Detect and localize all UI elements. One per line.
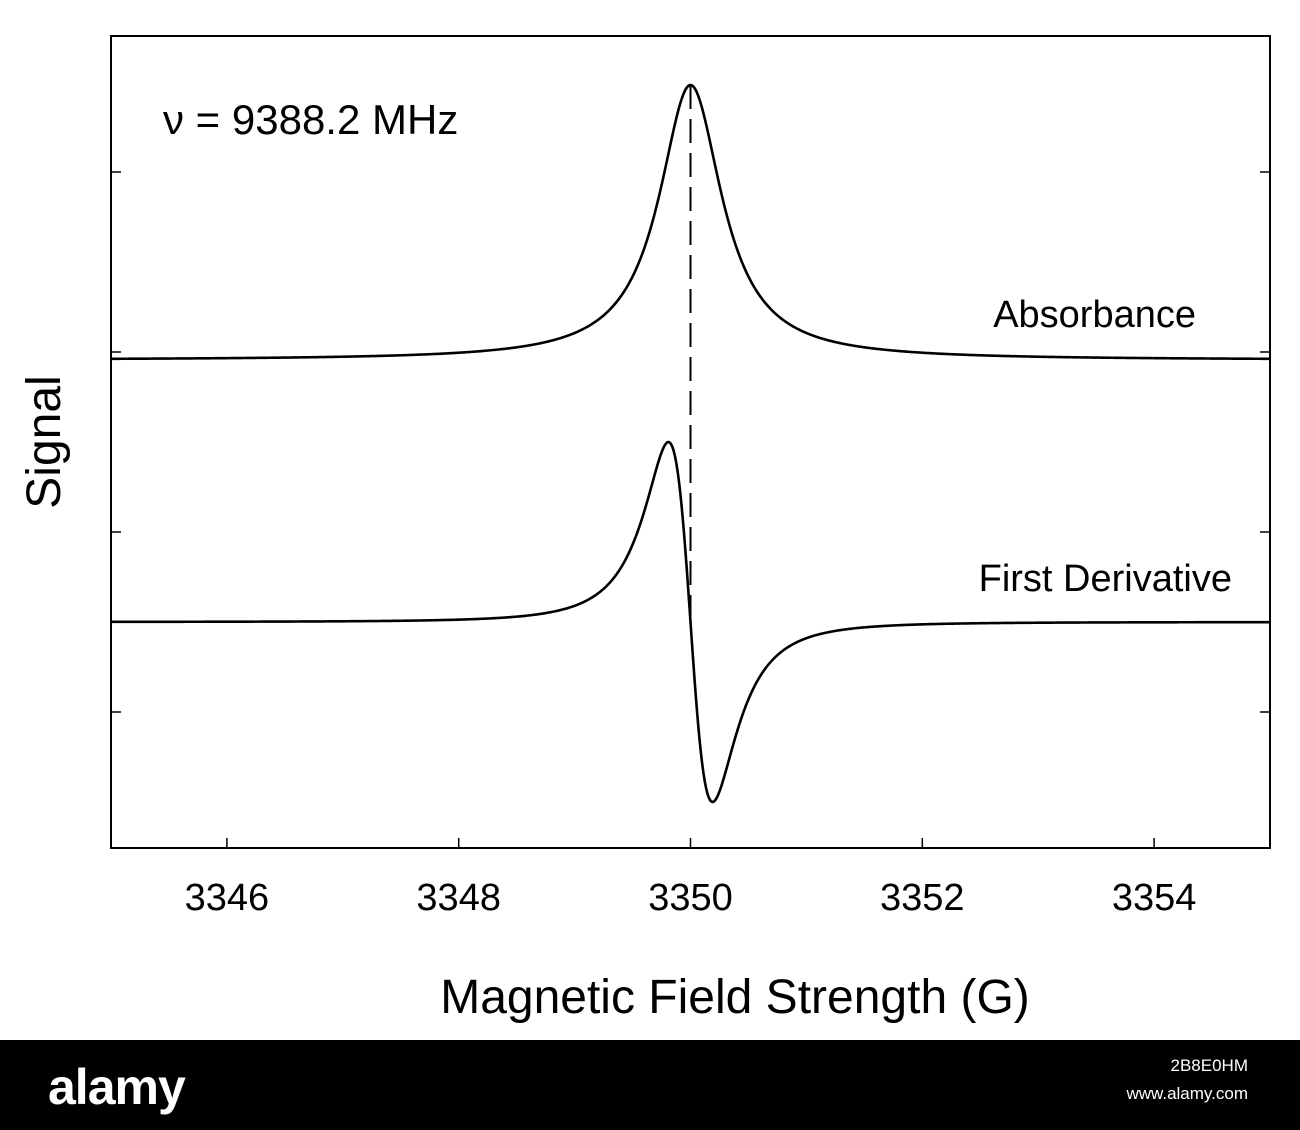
alamy-logo: alamy xyxy=(48,1059,186,1115)
watermark-url: www.alamy.com xyxy=(1126,1084,1248,1103)
watermark-bar: alamy 2B8E0HM www.alamy.com xyxy=(0,1040,1300,1130)
x-tick-label: 3354 xyxy=(1112,877,1197,919)
x-tick-label: 3350 xyxy=(648,877,733,919)
x-tick-label: 3348 xyxy=(416,877,501,919)
chart: 3346 3348 3350 3352 3354 ν = 9388.2 MHz Abso… xyxy=(18,35,1271,1024)
image-id: 2B8E0HM xyxy=(1170,1056,1248,1075)
x-axis-label: Magnetic Field Strength (G) xyxy=(440,971,1030,1024)
y-axis-label: Signal xyxy=(18,375,71,508)
x-ticks xyxy=(226,838,1155,848)
series-line-absorbance xyxy=(110,83,1271,361)
x-tick-label: 3352 xyxy=(880,877,965,919)
x-tick-label: 3346 xyxy=(185,877,270,919)
x-tick-labels: 3346 3348 3350 3352 3354 xyxy=(185,877,1197,919)
absorbance-label: Absorbance xyxy=(993,294,1196,336)
y-ticks xyxy=(111,171,1270,713)
first-derivative-label: First Derivative xyxy=(979,558,1232,600)
frequency-annotation: ν = 9388.2 MHz xyxy=(163,96,458,143)
series-line-first-derivative xyxy=(111,440,1270,804)
